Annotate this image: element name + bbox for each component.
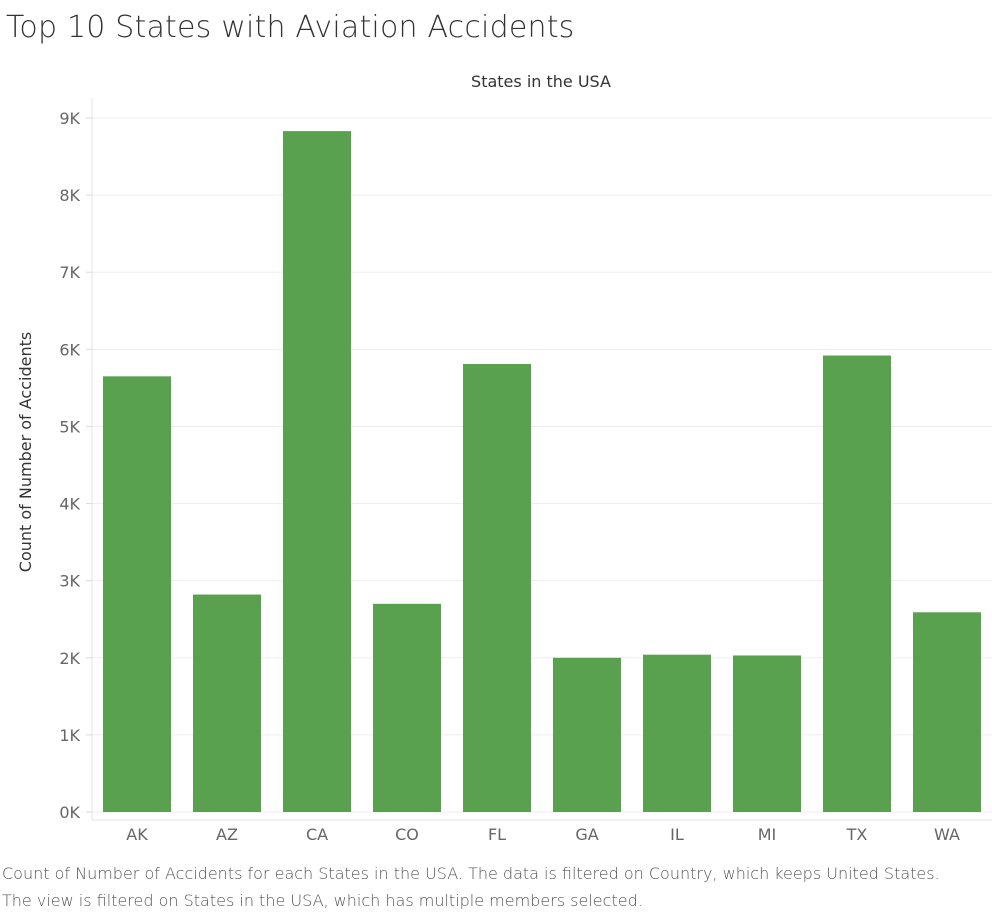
- bars: [103, 131, 981, 812]
- x-tick-label: WA: [934, 825, 960, 844]
- bar-co[interactable]: [373, 603, 441, 812]
- x-tick-label: CO: [395, 825, 419, 844]
- x-axis-title: States in the USA: [471, 72, 611, 91]
- x-axis: AK AZ CA CO FL GA IL MI TX WA: [92, 819, 992, 844]
- x-tick-label: IL: [670, 825, 684, 844]
- y-tick-label: 7K: [59, 263, 80, 282]
- y-tick-label: 4K: [59, 495, 80, 514]
- caption-line-2: The view is filtered on States in the US…: [2, 891, 643, 910]
- bar-chart: 0K 1K 2K 3K 4K 5K 6K 7K 8K 9K AK AZ CA CO FL GA IL MI TX W…: [16, 72, 992, 844]
- x-tick-label: AK: [126, 825, 148, 844]
- y-tick-label: 6K: [59, 340, 80, 359]
- bar-tx[interactable]: [823, 355, 891, 812]
- bar-ca[interactable]: [283, 131, 351, 812]
- y-axis-title: Count of Number of Accidents: [16, 332, 35, 572]
- y-tick-label: 5K: [59, 417, 80, 436]
- bar-az[interactable]: [193, 594, 261, 812]
- y-tick-label: 9K: [59, 109, 80, 128]
- y-tick-label: 0K: [59, 803, 80, 822]
- x-tick-label: GA: [575, 825, 598, 844]
- y-tick-label: 8K: [59, 186, 80, 205]
- page-title: Top 10 States with Aviation Accidents: [6, 10, 575, 45]
- y-tick-label: 3K: [59, 572, 80, 591]
- y-tick-label: 1K: [59, 726, 80, 745]
- x-tick-label: TX: [846, 825, 868, 844]
- x-tick-label: CA: [306, 825, 328, 844]
- x-tick-label: AZ: [216, 825, 238, 844]
- bar-ak[interactable]: [103, 376, 171, 812]
- y-axis: 0K 1K 2K 3K 4K 5K 6K 7K 8K 9K: [59, 98, 93, 822]
- x-tick-label: MI: [758, 825, 777, 844]
- bar-mi[interactable]: [733, 655, 801, 812]
- bar-ga[interactable]: [553, 657, 621, 812]
- y-tick-label: 2K: [59, 649, 80, 668]
- caption-line-1: Count of Number of Accidents for each St…: [2, 864, 940, 883]
- bar-fl[interactable]: [463, 363, 531, 812]
- bar-wa[interactable]: [913, 612, 981, 812]
- caption: Count of Number of Accidents for each St…: [2, 860, 990, 914]
- bar-il[interactable]: [643, 654, 711, 812]
- x-tick-label: FL: [488, 825, 506, 844]
